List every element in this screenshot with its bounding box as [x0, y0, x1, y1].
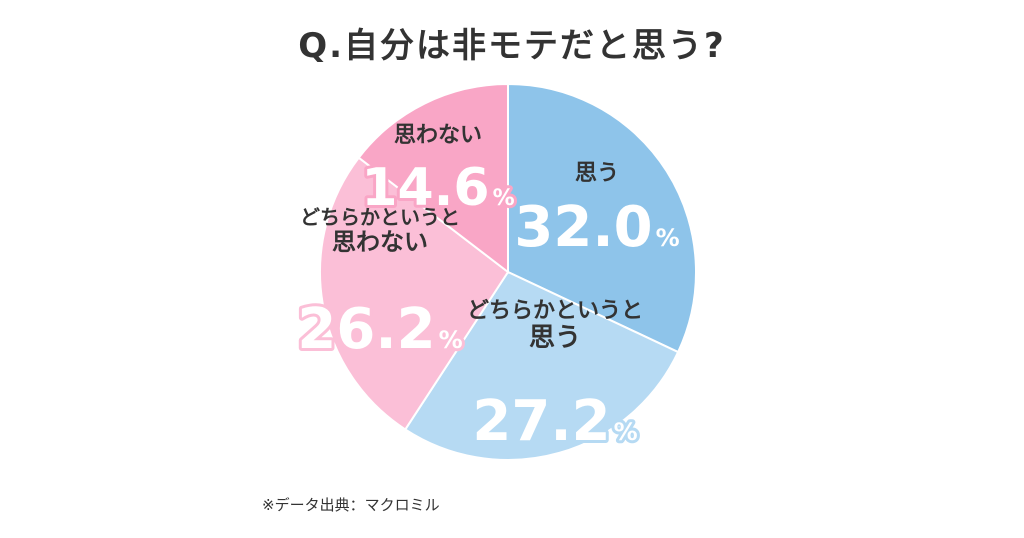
slice-value: 27.2% [472, 389, 637, 454]
pie-slice-2 [403, 270, 680, 461]
slice-name: どちらかというと [467, 298, 643, 323]
pie-slice-4 [357, 82, 509, 275]
pie-slices [319, 82, 697, 461]
slice-name: 思わない [332, 228, 428, 256]
pie-slice-3 [319, 156, 510, 431]
slice-label-4: 思わない 14.6% [358, 123, 517, 221]
chart-title: Q.自分は非モテだと思う? [298, 26, 726, 66]
slice-name: 思う [529, 323, 581, 353]
slice-name: 思う [575, 161, 619, 186]
pie-slice-1 [507, 82, 697, 354]
slice-label-1: 思う 32.0% [511, 161, 682, 263]
slice-name: どちらかというと [300, 205, 460, 229]
slice-value: 32.0% [514, 195, 679, 260]
slice-name: 思わない [394, 123, 482, 148]
slice-value: 26.2% [297, 297, 462, 362]
data-source-note: ※データ出典：マクロミル [262, 496, 440, 514]
slice-value: 14.6% [361, 158, 514, 218]
